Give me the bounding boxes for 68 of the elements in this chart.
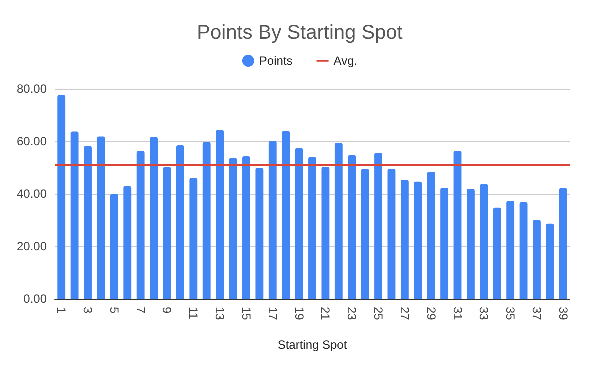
legend-label: Points [259, 54, 293, 68]
bar [268, 141, 277, 299]
bar [506, 201, 515, 299]
bar [520, 202, 528, 299]
x-tick-label: 23 [345, 307, 360, 321]
bar [202, 142, 211, 299]
bar [348, 155, 356, 299]
x-axis-title: Starting Spot [278, 338, 348, 352]
bar [163, 167, 172, 299]
bar [493, 208, 502, 299]
bar [361, 169, 370, 299]
bar [480, 184, 488, 299]
bar [282, 131, 290, 299]
bar [216, 130, 224, 299]
x-tick-label: 31 [450, 307, 465, 321]
y-tick-label: 80.00 [16, 82, 48, 96]
bar [308, 157, 316, 299]
x-tick-label: 35 [504, 307, 518, 321]
x-tick-label: 19 [292, 307, 306, 321]
x-tick-label: 15 [239, 307, 254, 321]
bar [533, 220, 541, 299]
bar [136, 151, 145, 299]
x-tick-label: 11 [186, 307, 201, 320]
bar [110, 194, 118, 299]
bar [229, 158, 238, 299]
x-tick-label: 21 [318, 307, 333, 321]
bar [150, 137, 158, 299]
bar [70, 132, 79, 299]
bar [97, 136, 106, 299]
bar [467, 189, 475, 299]
x-tick-label: 33 [477, 307, 492, 321]
bar [256, 168, 264, 299]
bar [176, 145, 184, 299]
chart-title: Points By Starting Spot [197, 22, 404, 44]
bar [388, 169, 396, 299]
y-tick-label: 20.00 [16, 240, 48, 254]
x-tick-label: 5 [107, 307, 122, 314]
x-tick-label: 25 [372, 307, 386, 321]
bar [546, 224, 554, 299]
x-tick-label: 37 [530, 307, 544, 321]
bar [454, 150, 462, 299]
bar [84, 146, 92, 299]
bar [124, 186, 132, 299]
x-tick-label: 13 [213, 307, 228, 321]
x-tick-label: 17 [266, 307, 280, 321]
y-tick-label: 60.00 [16, 134, 48, 148]
y-tick-label: 0.00 [24, 292, 48, 306]
x-tick-label: 1 [54, 307, 69, 314]
x-tick-label: 7 [134, 307, 148, 314]
x-tick-label: 3 [81, 307, 96, 314]
bar [190, 178, 198, 299]
legend-label: Avg. [334, 54, 358, 68]
x-tick-label: 39 [556, 307, 570, 321]
bar [427, 172, 436, 299]
x-tick-label: 27 [398, 307, 412, 321]
bar [295, 148, 304, 299]
bar [374, 153, 382, 299]
bar [400, 180, 409, 299]
bar [440, 188, 449, 299]
bar [242, 156, 250, 299]
bar [559, 188, 568, 299]
bar [58, 95, 66, 299]
bar [322, 167, 330, 299]
x-tick-label: 9 [160, 307, 174, 314]
x-tick-label: 29 [424, 307, 438, 321]
bar [334, 143, 343, 299]
y-tick-label: 40.00 [16, 187, 48, 201]
bar [414, 182, 422, 299]
